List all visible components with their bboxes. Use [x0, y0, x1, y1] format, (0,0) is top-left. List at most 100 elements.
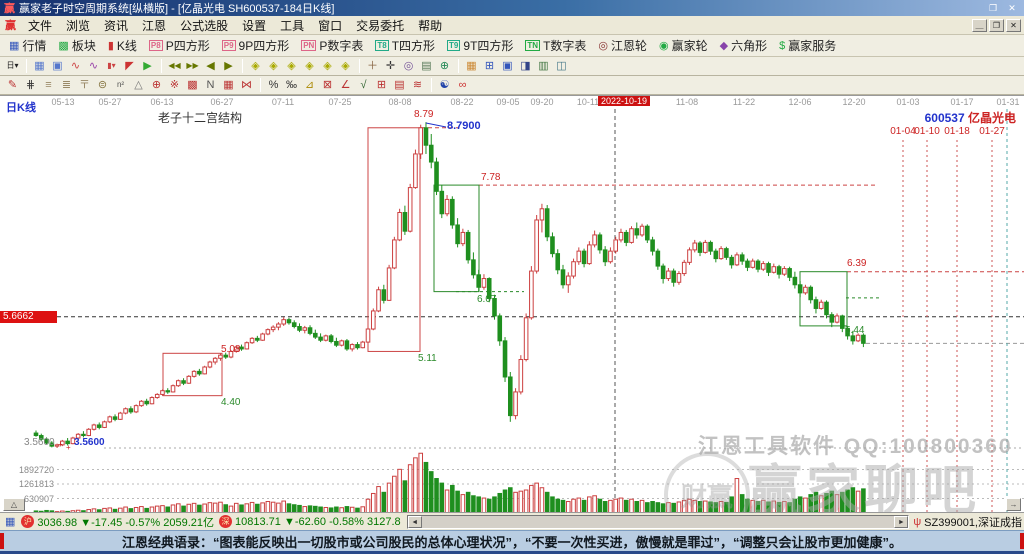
gann-diamond-6-icon[interactable]: ◈ [341, 60, 350, 72]
prev-bar-icon[interactable]: ◀ [206, 60, 215, 72]
grid-tool-icon[interactable]: ▤ [421, 60, 432, 72]
menu-交易委托[interactable]: 交易委托 [356, 18, 405, 33]
period-selector-icon[interactable]: 日▾ [6, 61, 19, 70]
image-tool-icon[interactable]: ▦ [34, 60, 45, 72]
K线-icon: ▮ [107, 40, 114, 52]
gann-diamond-3-icon[interactable]: ◈ [287, 60, 296, 72]
draw-band-icon[interactable]: ▦ [223, 79, 234, 91]
draw-hatch-icon[interactable]: ⋕ [25, 79, 36, 91]
hand-tool-icon[interactable]: ＋ [367, 60, 378, 72]
shanghai-index-icon[interactable]: 沪 [21, 515, 35, 528]
toolbar-赢家轮[interactable]: ◉ 赢家轮 [654, 36, 713, 55]
toolbar-板块[interactable]: ▩ 板块 [53, 36, 100, 55]
draw-pencil-icon[interactable]: ✎ [7, 79, 18, 91]
menu-浏览[interactable]: 浏览 [66, 18, 91, 33]
draw-ratio-icon[interactable]: % [268, 79, 279, 91]
gann-diamond-1-icon[interactable]: ◈ [251, 60, 260, 72]
last-page-icon[interactable]: ▶▶ [186, 61, 199, 70]
toolbar-行情[interactable]: ▦ 行情 [4, 36, 51, 55]
draw-permille-icon[interactable]: ‰ [286, 79, 297, 91]
close-window-button[interactable]: ✕ [1008, 2, 1016, 13]
next-bar-icon[interactable]: ▶ [224, 60, 233, 72]
mdi-close-button[interactable]: ✕ [1006, 18, 1021, 32]
menu-资讯[interactable]: 资讯 [104, 18, 129, 33]
draw-star-icon[interactable]: ※ [169, 79, 180, 91]
toolbar-六角形[interactable]: ◆ 六角形 [715, 36, 772, 55]
mdi-minimize-button[interactable]: ＿ [972, 18, 987, 32]
play-tool-icon[interactable]: ▶ [143, 60, 152, 72]
scroll-right-button[interactable]: ► [894, 515, 909, 528]
restore-window-button[interactable]: ❐ [988, 2, 998, 13]
crosshair-tool-icon[interactable]: ✛ [385, 60, 396, 72]
draw-table-icon[interactable]: ⊞ [376, 79, 387, 91]
copy-tool-icon[interactable]: ▣ [52, 60, 63, 72]
toolbar-P数字表[interactable]: PN P数字表 [296, 36, 368, 55]
draw-angle-a-icon[interactable]: △ [134, 79, 143, 91]
menu-工具[interactable]: 工具 [280, 18, 305, 33]
line-chart-icon[interactable]: ∿ [70, 60, 81, 72]
menu-公式选股[interactable]: 公式选股 [180, 18, 229, 33]
shenzhen-index-quote[interactable]: 10813.71 ▼-62.60 -0.58% 3127.8 [235, 515, 401, 528]
save-icon-icon[interactable]: ◨ [520, 60, 531, 72]
calculator-icon-icon[interactable]: ⊞ [484, 60, 495, 72]
draw-golden-icon[interactable]: ⊿ [304, 79, 315, 91]
gann-diamond-5-icon[interactable]: ◈ [323, 60, 332, 72]
wave-infinity-tool-icon[interactable]: ∞ [458, 79, 467, 91]
draw-target-icon[interactable]: ⊕ [151, 79, 162, 91]
line-chart-alt-icon[interactable]: ∿ [88, 60, 99, 72]
volume-right-button[interactable]: → [1006, 498, 1021, 511]
toolbar-T四方形[interactable]: T8 T四方形 [370, 36, 440, 55]
toolbar-K线[interactable]: ▮ K线 [103, 36, 142, 55]
mdi-restore-button[interactable]: ❐ [989, 18, 1004, 32]
date-axis-label: 09-05 [496, 97, 520, 107]
menu-设置[interactable]: 设置 [242, 18, 267, 33]
zoom-tool-icon[interactable]: ◎ [403, 60, 414, 72]
first-page-icon[interactable]: ◀◀ [168, 61, 181, 70]
scroll-left-button[interactable]: ◄ [407, 515, 422, 528]
draw-time-ruler-icon[interactable]: 〒 [79, 79, 90, 91]
gann-diamond-2-icon[interactable]: ◈ [269, 60, 278, 72]
toolbar-label: 赢家轮 [671, 39, 708, 53]
calendar-icon-icon[interactable]: ▦ [466, 60, 477, 72]
candle-style-icon[interactable]: ▮▾ [107, 61, 116, 70]
flag-tool-icon[interactable]: ◤ [125, 60, 134, 72]
notes-icon-icon[interactable]: ▣ [502, 60, 513, 72]
current-index-label[interactable]: SZ399001,深证成指 [924, 516, 1022, 529]
draw-rows-icon[interactable]: ▤ [394, 79, 405, 91]
shanghai-index-quote[interactable]: 3036.98 ▼-17.45 -0.57% 2059.21亿 [37, 516, 215, 529]
menu-窗口[interactable]: 窗口 [318, 18, 343, 33]
chart-area[interactable]: 日K线 老子十二宫结构 600537 亿晶光电 5.6662 江恩工具软件 QQ… [0, 95, 1024, 512]
volume-expand-button[interactable]: △ [3, 498, 25, 511]
draw-channel-icon[interactable]: ⋈ [241, 79, 252, 91]
toolbar-T数字表[interactable]: TN T数字表 [520, 36, 591, 55]
draw-grid-n2-icon[interactable]: n² [116, 80, 125, 89]
draw-gann-line-2-icon[interactable]: ≣ [61, 79, 72, 91]
network-icon-icon[interactable]: ◫ [556, 60, 567, 72]
draw-spiral-icon[interactable]: ⊜ [97, 79, 108, 91]
toolbar-9P四方形[interactable]: P9 9P四方形 [217, 36, 294, 55]
toolbar-9T四方形[interactable]: T9 9T四方形 [442, 36, 518, 55]
shenzhen-index-icon[interactable]: 深 [219, 515, 233, 528]
kline-canvas[interactable] [0, 96, 1024, 512]
draw-check-icon[interactable]: √ [360, 79, 367, 91]
menu-江恩[interactable]: 江恩 [142, 18, 167, 33]
赢家服务-icon: $ [779, 39, 786, 52]
toolbar-P四方形[interactable]: P8 P四方形 [144, 36, 215, 55]
draw-wave-n-icon[interactable]: Ν [206, 79, 215, 91]
wheel-tool-icon[interactable]: ⊕ [439, 60, 450, 72]
quote-grid-icon[interactable]: ▦ [5, 516, 16, 528]
draw-square-grid-icon[interactable]: ▩ [187, 79, 198, 91]
gann-diamond-4-icon[interactable]: ◈ [305, 60, 314, 72]
draw-box-tool-icon[interactable]: ⊠ [322, 79, 333, 91]
draw-waves-icon[interactable]: ≋ [412, 79, 423, 91]
toolbar-江恩轮[interactable]: ◎ 江恩轮 [593, 36, 652, 55]
signal-icon: ψ [913, 515, 922, 528]
horizontal-scrollbar[interactable]: ◄ ► [406, 514, 910, 529]
toolbar-赢家服务[interactable]: $ 赢家服务 [774, 36, 841, 55]
yin-yang-tool-icon[interactable]: ☯ [439, 79, 450, 91]
draw-angle-line-icon[interactable]: ∠ [340, 79, 351, 91]
menu-文件[interactable]: 文件 [28, 18, 53, 33]
print-icon-icon[interactable]: ▥ [538, 60, 549, 72]
menu-帮助[interactable]: 帮助 [418, 18, 443, 33]
draw-gann-line-1-icon[interactable]: ≡ [45, 79, 52, 91]
